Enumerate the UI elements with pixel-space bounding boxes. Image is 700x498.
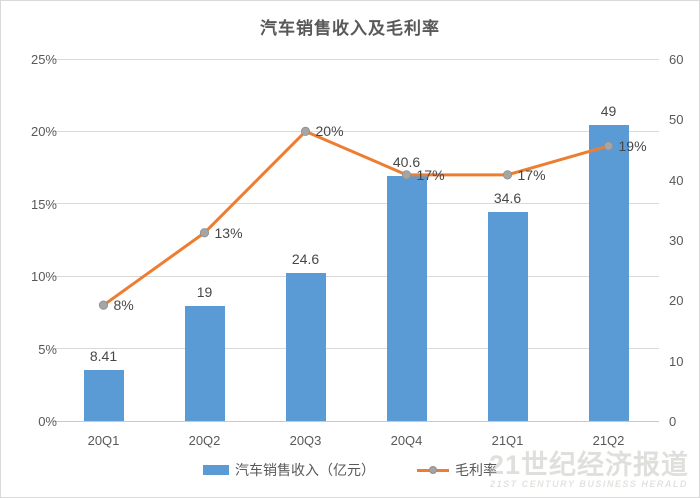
right-axis-tick-label: 0 — [669, 414, 677, 429]
line-point-marker — [300, 126, 311, 137]
x-axis-category-label: 21Q1 — [491, 433, 524, 448]
line-value-label: 20% — [315, 123, 344, 140]
bar-value-label: 19 — [196, 284, 213, 301]
bar-value-label: 24.6 — [291, 250, 320, 267]
legend-item-margin: 毛利率 — [417, 460, 497, 480]
bar-value-label: 49 — [600, 103, 617, 120]
gridline — [53, 203, 659, 205]
bar-swatch-icon — [203, 465, 229, 475]
x-axis-category-label: 21Q2 — [592, 433, 625, 448]
line-value-label: 19% — [618, 137, 647, 154]
right-axis-tick-label: 30 — [669, 233, 684, 248]
line-value-label: 8% — [113, 297, 134, 314]
chart-legend: 汽车销售收入（亿元） 毛利率 — [1, 460, 699, 480]
x-axis-category-label: 20Q2 — [188, 433, 221, 448]
chart-title: 汽车销售收入及毛利率 — [260, 19, 440, 38]
right-axis-tick-label: 50 — [669, 112, 684, 128]
bar-value-label: 40.6 — [392, 154, 421, 171]
line-value-label: 17% — [416, 166, 445, 183]
x-axis-category-label: 20Q3 — [289, 433, 322, 448]
left-axis-tick-label: 15% — [30, 196, 57, 212]
line-point-marker — [199, 228, 210, 238]
right-axis-tick-label: 20 — [669, 293, 684, 309]
left-axis-tick-label: 0% — [38, 414, 57, 429]
bar-value-label: 8.41 — [89, 348, 118, 365]
gridline — [53, 130, 659, 132]
gridline — [53, 420, 659, 422]
left-axis-tick-label: 10% — [30, 269, 57, 285]
right-axis-tick-label: 10 — [669, 353, 684, 369]
left-axis-tick-label: 25% — [30, 52, 57, 67]
revenue-bar — [83, 370, 124, 421]
line-value-label: 13% — [214, 224, 243, 241]
line-marker-swatch-icon — [417, 465, 449, 475]
right-axis-tick-label: 40 — [669, 172, 684, 188]
right-axis-tick-label: 60 — [669, 52, 684, 67]
revenue-bar — [285, 272, 326, 421]
gridline — [53, 58, 659, 60]
left-axis-tick-label: 20% — [30, 124, 57, 140]
line-value-label: 17% — [517, 166, 546, 183]
x-axis-category-label: 20Q4 — [390, 433, 423, 448]
legend-label-revenue: 汽车销售收入（亿元） — [235, 462, 375, 478]
bar-value-label: 34.6 — [493, 190, 522, 207]
revenue-bar — [386, 176, 427, 421]
x-axis-category-label: 20Q1 — [87, 433, 120, 448]
revenue-bar — [184, 306, 225, 421]
line-point-marker — [603, 141, 614, 151]
revenue-bar — [487, 212, 528, 421]
gridline — [53, 348, 659, 350]
left-axis-tick-label: 5% — [38, 341, 57, 357]
line-point-marker — [502, 170, 513, 180]
line-point-marker — [98, 300, 109, 310]
plot-area: 8.41 19 24.6 40.6 34.6 49 8% 13% 20% 17% 17% 19% — [53, 58, 659, 422]
line-point-marker — [401, 170, 412, 180]
revenue-bar — [588, 125, 629, 421]
legend-label-margin: 毛利率 — [455, 462, 497, 478]
gross-margin-line — [98, 126, 614, 310]
watermark-brand-subtext: 21ST CENTURY BUSINESS HERALD — [490, 479, 688, 489]
legend-item-revenue: 汽车销售收入（亿元） — [203, 460, 375, 480]
gridline — [53, 275, 659, 277]
